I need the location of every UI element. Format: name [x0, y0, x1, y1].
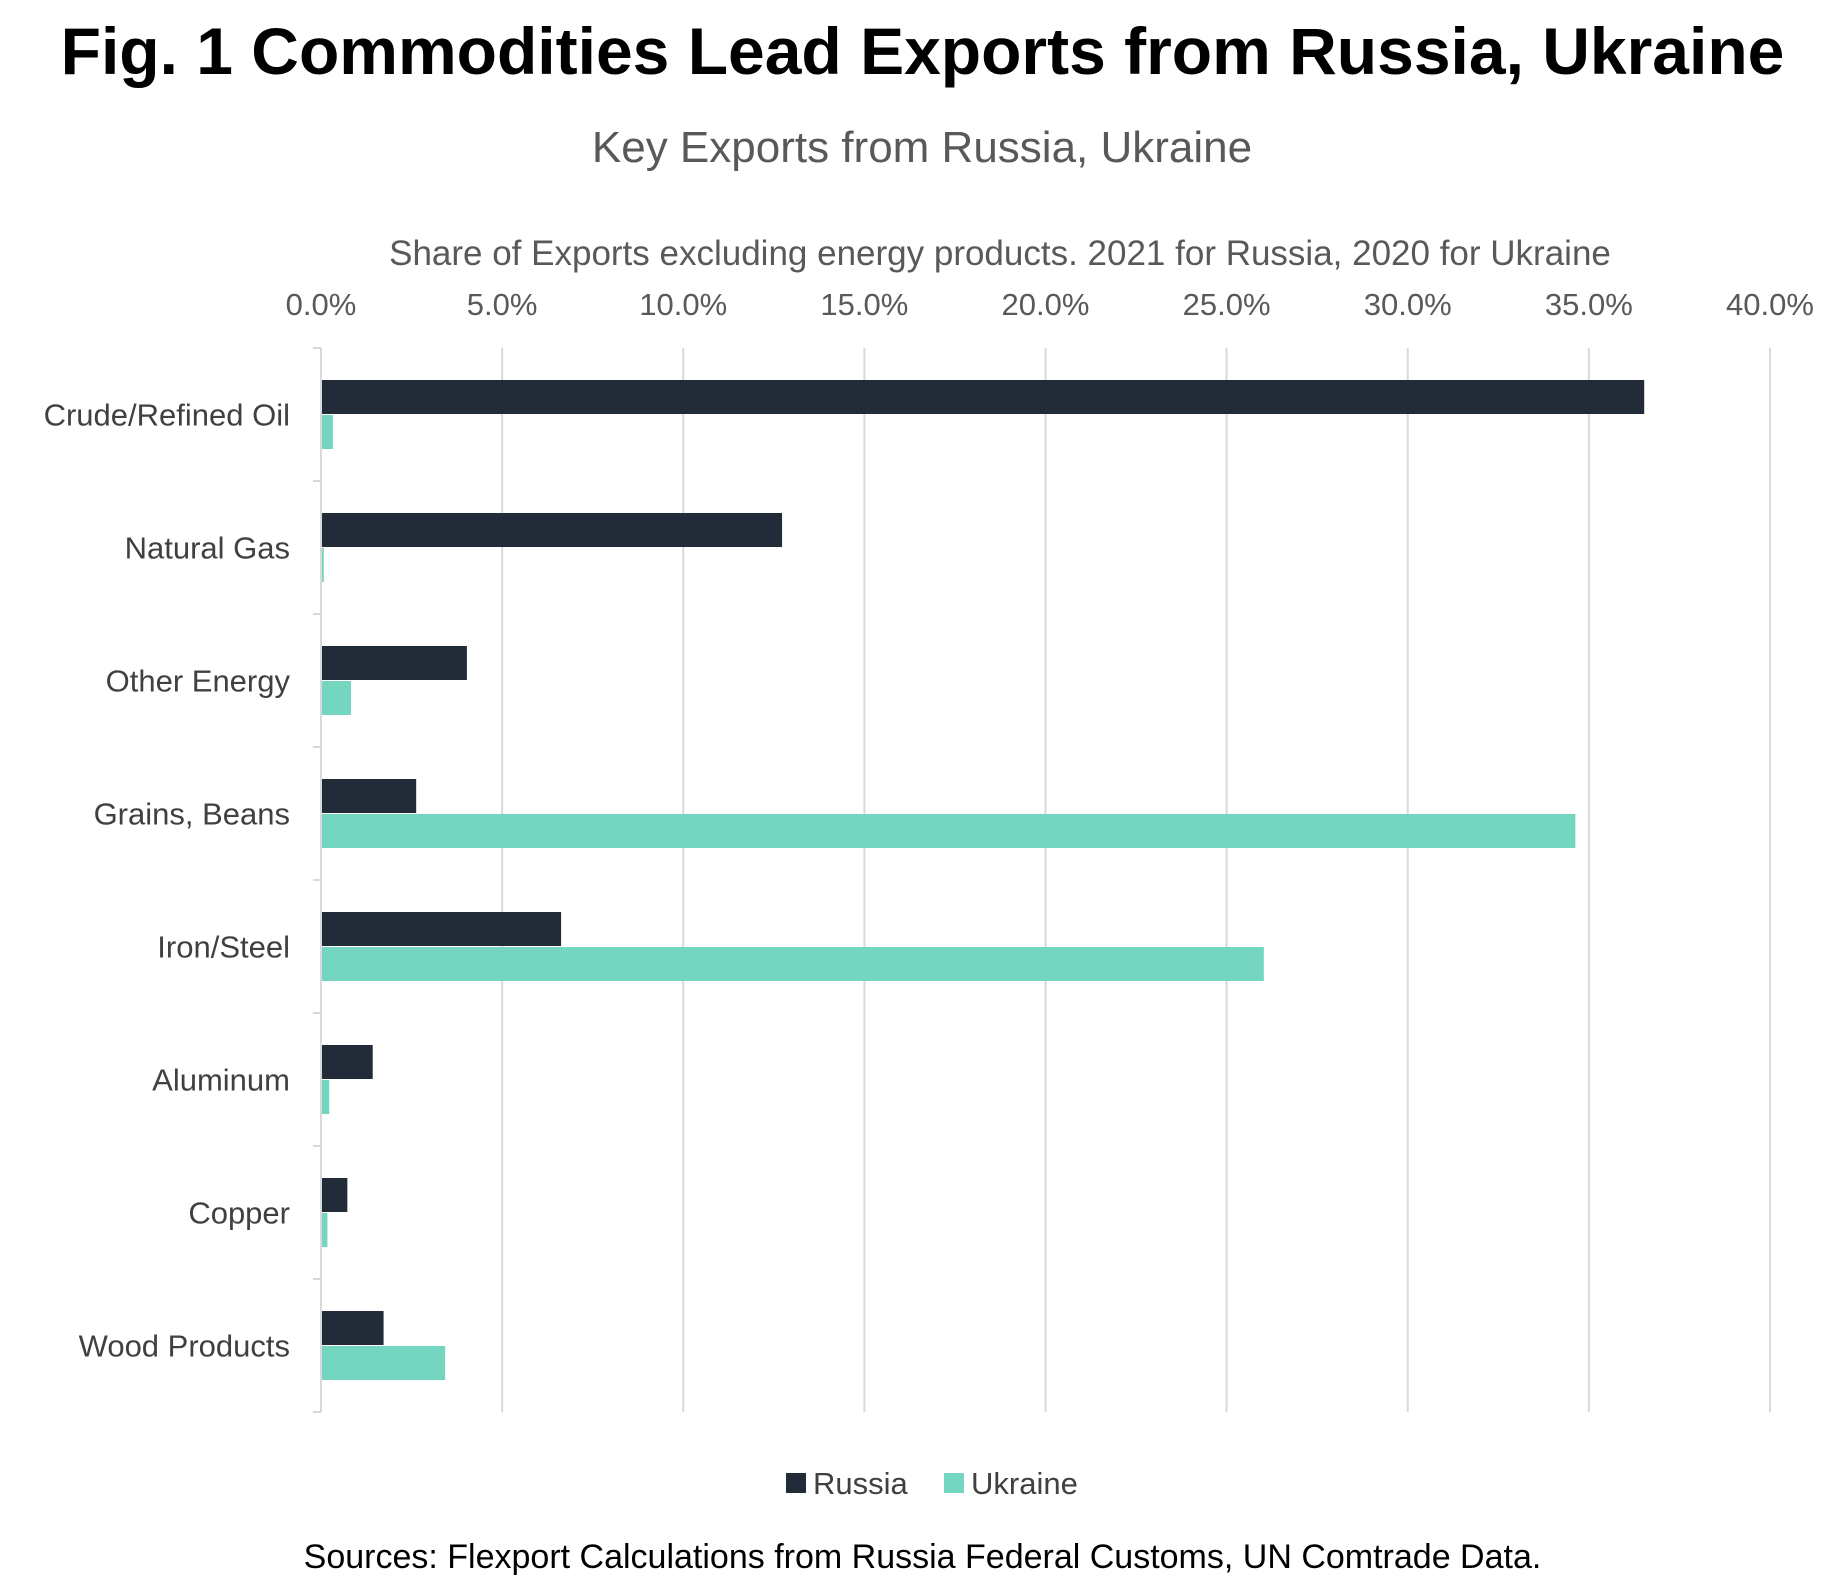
bar-ukraine-6	[322, 1213, 328, 1247]
category-labels: Crude/Refined Oil Natural Gas Other Energy…	[44, 398, 291, 1364]
x-tick-label: 25.0%	[1183, 287, 1271, 322]
x-axis-ticks: 0.0% 5.0% 10.0% 15.0% 20.0% 25.0% 30.0% 35.0% 40…	[286, 287, 1814, 322]
bar-russia-4	[322, 912, 562, 946]
chart-title: Key Exports from Russia, Ukraine	[592, 123, 1252, 172]
bar-russia-6	[322, 1178, 348, 1212]
bar-russia-0	[322, 380, 1645, 414]
bar-russia-3	[322, 779, 417, 813]
x-tick-label: 5.0%	[467, 287, 538, 322]
bar-russia-7	[322, 1311, 384, 1345]
gridlines	[501, 348, 1771, 1412]
category-label: Other Energy	[106, 664, 291, 699]
x-tick-label: 30.0%	[1364, 287, 1452, 322]
bar-ukraine-1	[322, 548, 324, 582]
x-tick-label: 15.0%	[820, 287, 908, 322]
bar-russia-1	[322, 513, 783, 547]
x-tick-label: 40.0%	[1726, 287, 1814, 322]
category-label: Copper	[188, 1196, 290, 1231]
bar-ukraine-2	[322, 681, 351, 715]
legend: Russia Ukraine	[786, 1466, 1078, 1501]
x-tick-label: 20.0%	[1002, 287, 1090, 322]
bars	[322, 380, 1645, 1380]
bar-ukraine-7	[322, 1346, 446, 1380]
x-axis-title: Share of Exports excluding energy produc…	[389, 234, 1611, 273]
category-label: Wood Products	[79, 1329, 290, 1364]
legend-label: Ukraine	[971, 1466, 1078, 1501]
bar-russia-2	[322, 646, 467, 680]
legend-label: Russia	[813, 1466, 909, 1501]
bar-ukraine-5	[322, 1080, 330, 1114]
bar-russia-5	[322, 1045, 373, 1079]
x-tick-label: 10.0%	[639, 287, 727, 322]
source-note: Sources: Flexport Calculations from Russ…	[303, 1538, 1542, 1576]
legend-swatch-russia	[786, 1473, 806, 1493]
category-label: Aluminum	[152, 1063, 290, 1098]
bar-ukraine-4	[322, 947, 1264, 981]
category-label: Iron/Steel	[157, 930, 290, 965]
figure-title: Fig. 1 Commodities Lead Exports from Rus…	[60, 14, 1785, 88]
x-tick-label: 35.0%	[1545, 287, 1633, 322]
x-tick-label: 0.0%	[286, 287, 357, 322]
category-label: Natural Gas	[125, 531, 290, 566]
legend-swatch-ukraine	[944, 1473, 964, 1493]
category-axis	[313, 347, 322, 1413]
category-label: Grains, Beans	[94, 797, 290, 832]
category-label: Crude/Refined Oil	[44, 398, 290, 433]
bar-ukraine-3	[322, 814, 1576, 848]
bar-ukraine-0	[322, 415, 333, 449]
